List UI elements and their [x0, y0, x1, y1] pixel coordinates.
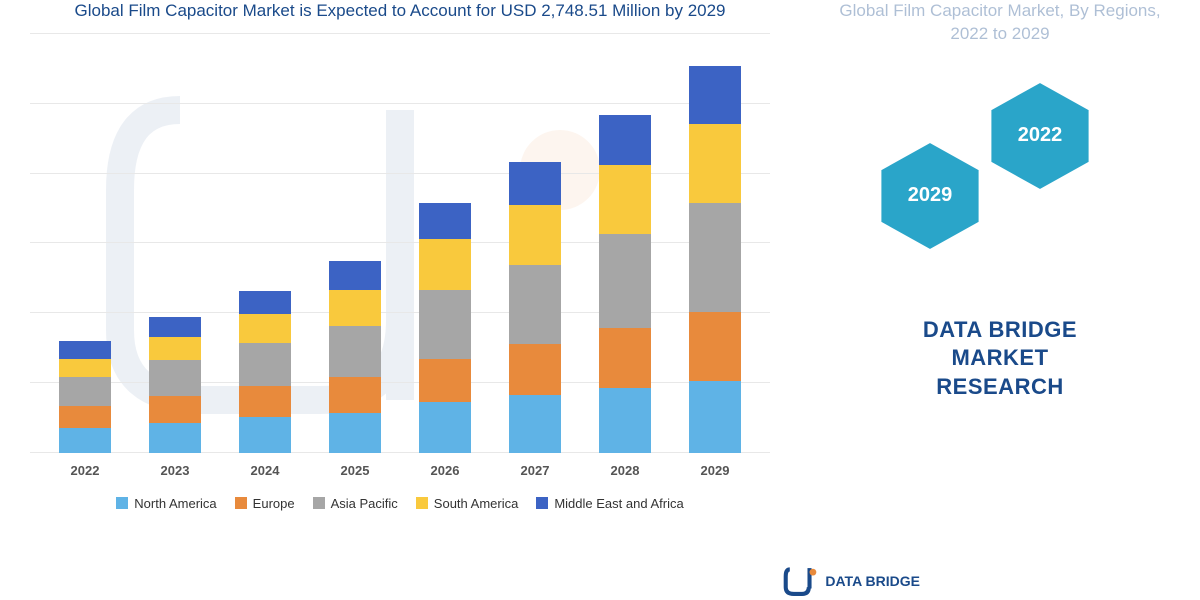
legend-item-asia-pacific: Asia Pacific [313, 496, 398, 511]
legend-item-north-america: North America [116, 496, 216, 511]
x-label-2024: 2024 [230, 463, 300, 478]
seg-2024-asia-pacific [239, 343, 291, 386]
legend-label: Europe [253, 496, 295, 511]
seg-2027-middle-east-and-africa [509, 162, 561, 205]
seg-2025-asia-pacific [329, 326, 381, 377]
legend-item-europe: Europe [235, 496, 295, 511]
seg-2024-middle-east-and-africa [239, 291, 291, 314]
seg-2022-middle-east-and-africa [59, 341, 111, 359]
seg-2027-south-america [509, 205, 561, 264]
footer-logo: DATA BRIDGE [783, 564, 920, 598]
hex-2029: 2029 [870, 136, 990, 256]
x-label-2023: 2023 [140, 463, 210, 478]
main-container: Global Film Capacitor Market is Expected… [0, 0, 1200, 600]
bar-2022 [50, 341, 120, 453]
seg-2022-europe [59, 406, 111, 428]
legend-swatch [313, 497, 325, 509]
seg-2027-north-america [509, 395, 561, 453]
legend-swatch [536, 497, 548, 509]
seg-2026-asia-pacific [419, 290, 471, 359]
x-label-2022: 2022 [50, 463, 120, 478]
seg-2024-south-america [239, 314, 291, 343]
plot-area [30, 33, 770, 453]
legend-item-south-america: South America [416, 496, 519, 511]
seg-2023-europe [149, 396, 201, 422]
chart-title: Global Film Capacitor Market is Expected… [30, 0, 770, 33]
seg-2027-asia-pacific [509, 265, 561, 345]
brand-text: DATA BRIDGE MARKET RESEARCH [830, 316, 1170, 402]
right-panel: Global Film Capacitor Market, By Regions… [800, 0, 1200, 600]
legend: North America Europe Asia Pacific South Ame… [30, 496, 770, 511]
hex-2022-label: 2022 [1018, 124, 1063, 147]
bar-2025 [320, 261, 390, 453]
x-label-2028: 2028 [590, 463, 660, 478]
seg-2023-middle-east-and-africa [149, 317, 201, 337]
seg-2028-north-america [599, 388, 651, 453]
seg-2026-north-america [419, 402, 471, 453]
seg-2025-europe [329, 377, 381, 413]
seg-2023-south-america [149, 337, 201, 360]
x-label-2027: 2027 [500, 463, 570, 478]
brand-line-2: MARKET [830, 344, 1170, 373]
legend-item-middle-east-and-africa: Middle East and Africa [536, 496, 683, 511]
seg-2022-south-america [59, 359, 111, 377]
seg-2024-europe [239, 386, 291, 416]
legend-swatch [116, 497, 128, 509]
x-axis-row: 2022 2023 2024 2025 2026 2027 2028 2029 [30, 453, 770, 478]
chart-panel: Global Film Capacitor Market is Expected… [0, 0, 800, 600]
x-label-2025: 2025 [320, 463, 390, 478]
seg-2022-asia-pacific [59, 377, 111, 406]
seg-2028-middle-east-and-africa [599, 115, 651, 166]
seg-2022-north-america [59, 428, 111, 453]
legend-label: Middle East and Africa [554, 496, 683, 511]
hex-2022: 2022 [980, 76, 1100, 196]
seg-2024-north-america [239, 417, 291, 453]
seg-2026-middle-east-and-africa [419, 203, 471, 239]
seg-2029-south-america [689, 124, 741, 204]
seg-2025-middle-east-and-africa [329, 261, 381, 290]
legend-swatch [235, 497, 247, 509]
bar-2023 [140, 317, 210, 453]
seg-2023-asia-pacific [149, 360, 201, 396]
right-panel-title: Global Film Capacitor Market, By Regions… [830, 0, 1170, 66]
seg-2023-north-america [149, 423, 201, 453]
legend-swatch [416, 497, 428, 509]
bar-2027 [500, 162, 570, 453]
seg-2028-south-america [599, 165, 651, 234]
bar-2024 [230, 291, 300, 453]
seg-2029-europe [689, 312, 741, 381]
seg-2027-europe [509, 344, 561, 395]
legend-label: South America [434, 496, 519, 511]
brand-line-1: DATA BRIDGE [830, 316, 1170, 345]
seg-2026-south-america [419, 239, 471, 290]
x-label-2029: 2029 [680, 463, 750, 478]
seg-2026-europe [419, 359, 471, 402]
seg-2028-asia-pacific [599, 234, 651, 328]
seg-2028-europe [599, 328, 651, 387]
legend-label: North America [134, 496, 216, 511]
footer-logo-icon [783, 564, 817, 598]
legend-label: Asia Pacific [331, 496, 398, 511]
seg-2025-south-america [329, 290, 381, 326]
hex-2029-label: 2029 [908, 184, 953, 207]
bar-2028 [590, 115, 660, 453]
seg-2029-middle-east-and-africa [689, 66, 741, 124]
bar-2029 [680, 66, 750, 453]
bar-2026 [410, 203, 480, 453]
x-label-2026: 2026 [410, 463, 480, 478]
brand-line-3: RESEARCH [830, 373, 1170, 402]
seg-2025-north-america [329, 413, 381, 453]
seg-2029-north-america [689, 381, 741, 453]
footer-logo-text: DATA BRIDGE [825, 573, 920, 589]
seg-2029-asia-pacific [689, 203, 741, 312]
hex-badge-group: 2029 2022 [830, 66, 1170, 306]
